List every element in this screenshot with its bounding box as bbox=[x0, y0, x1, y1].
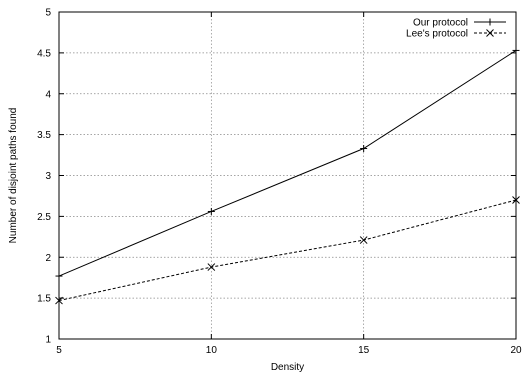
y-tick-label: 4 bbox=[45, 89, 51, 100]
x-tick-label: 15 bbox=[358, 345, 370, 356]
x-tick-label: 5 bbox=[56, 345, 62, 356]
data-point-our-protocol bbox=[207, 207, 215, 215]
y-tick-label: 5 bbox=[45, 8, 51, 19]
y-tick-label: 3.5 bbox=[37, 130, 51, 141]
data-point-our-protocol bbox=[360, 145, 368, 153]
axis-ticks bbox=[58, 11, 517, 340]
x-tick-label: 10 bbox=[206, 345, 218, 356]
data-point-lees-protocol bbox=[512, 196, 520, 204]
data-point-lees-protocol bbox=[359, 236, 368, 244]
x-tick-labels: 5 10 15 20 bbox=[56, 345, 522, 356]
series-group bbox=[55, 46, 520, 305]
legend-marker bbox=[486, 29, 494, 37]
x-tick-label: 20 bbox=[510, 345, 522, 356]
y-tick-label: 2 bbox=[45, 253, 51, 264]
y-tick-label: 1 bbox=[45, 335, 51, 346]
y-tick-label: 1.5 bbox=[37, 294, 51, 305]
data-point-our-protocol bbox=[55, 272, 63, 280]
grid bbox=[59, 12, 516, 339]
y-tick-label: 2.5 bbox=[37, 212, 51, 223]
y-tick-label: 3 bbox=[45, 171, 51, 182]
legend-label: Lee's protocol bbox=[406, 29, 468, 40]
series-line-our-protocol bbox=[58, 50, 517, 277]
y-tick-labels: 1 1.5 2 2.5 3 3.5 4 4.5 5 bbox=[37, 8, 51, 346]
data-point-lees-protocol bbox=[207, 263, 216, 271]
x-axis-title: Density bbox=[271, 362, 304, 373]
data-point-our-protocol bbox=[512, 46, 520, 54]
legend-label: Our protocol bbox=[413, 18, 468, 29]
y-tick-label: 4.5 bbox=[37, 48, 51, 59]
legend-marker bbox=[486, 18, 494, 26]
series-line-lees-protocol bbox=[58, 199, 517, 302]
y-axis-title: Number of disjoint paths found bbox=[8, 108, 19, 244]
data-point-lees-protocol bbox=[55, 296, 63, 305]
